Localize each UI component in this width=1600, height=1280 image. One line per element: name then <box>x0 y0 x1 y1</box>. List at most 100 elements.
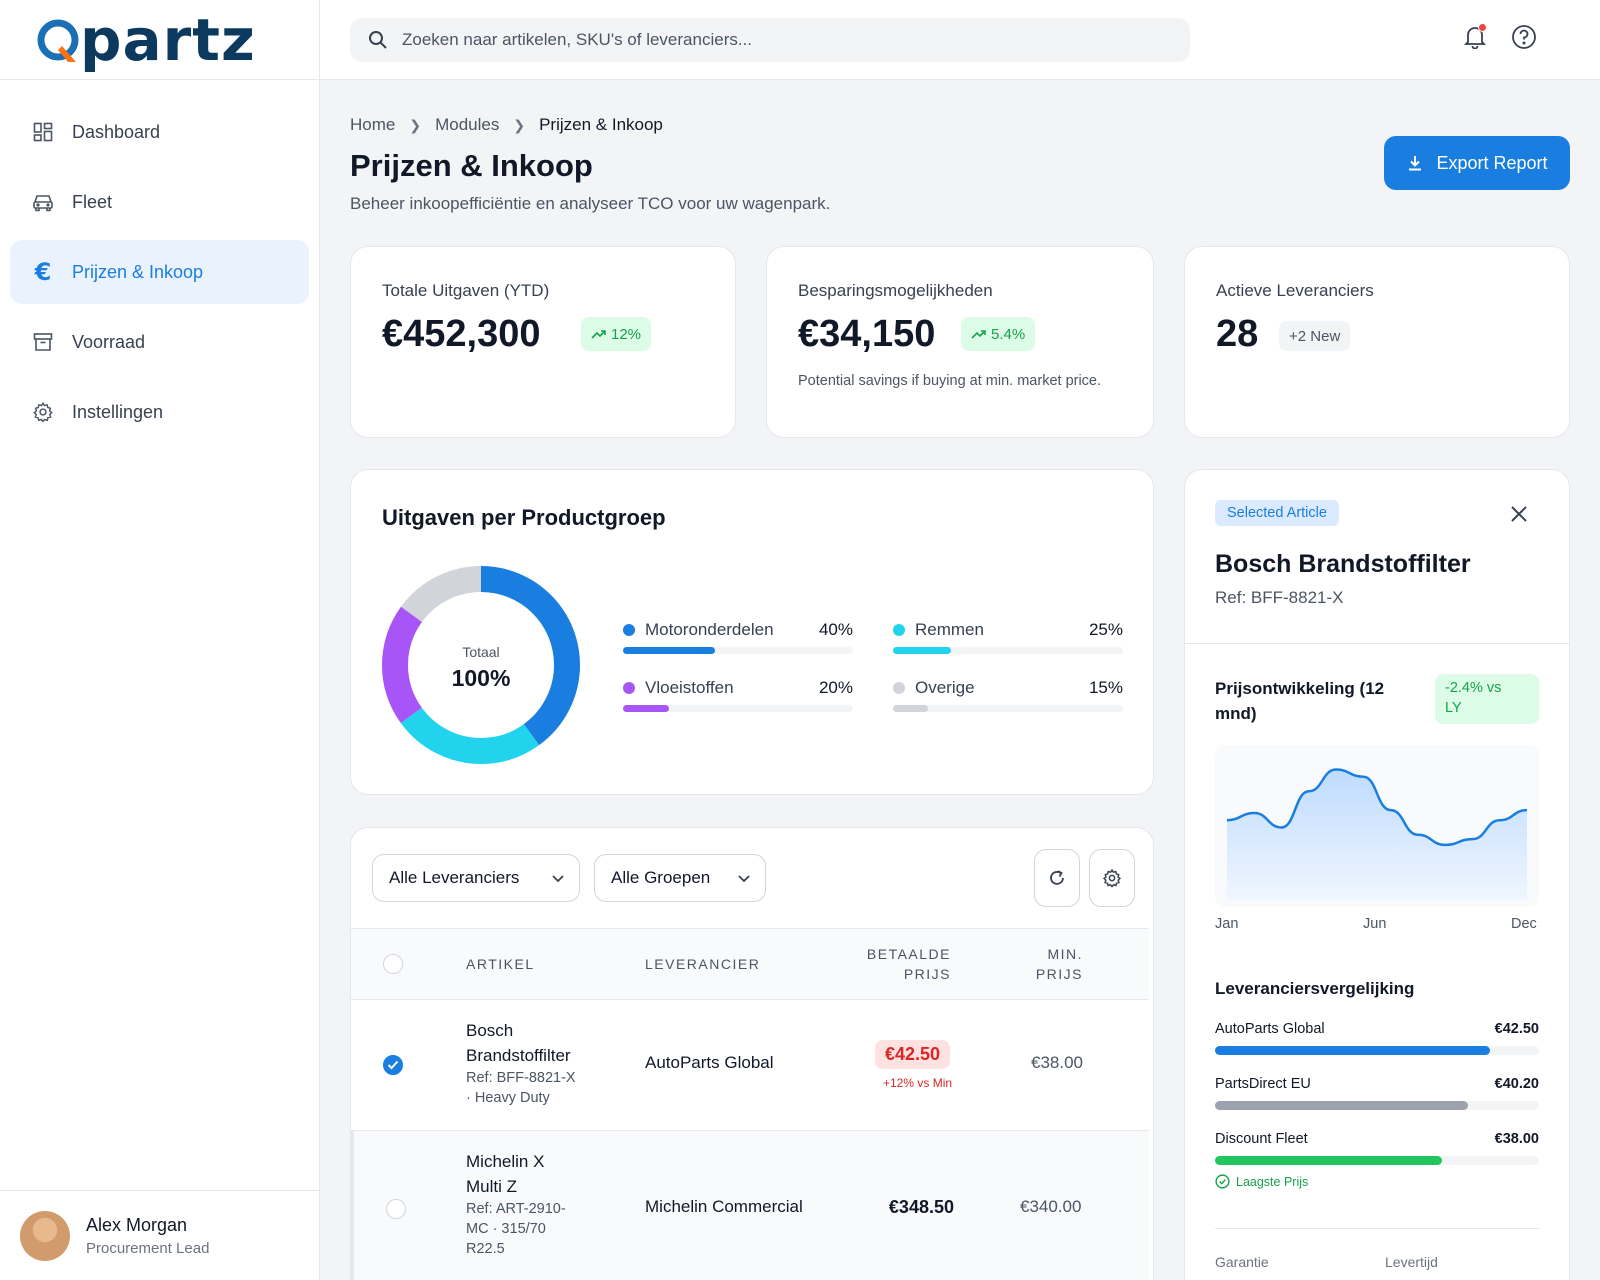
legend-label: Motoronderdelen <box>645 620 774 639</box>
breadcrumb-current: Prijzen & Inkoop <box>539 115 663 134</box>
euro-icon: € <box>34 258 52 286</box>
donut-center-value: 100% <box>452 665 511 691</box>
article-ref: · Heavy Duty <box>466 1090 550 1106</box>
article-ref: Ref: BFF-8821-X <box>466 1070 576 1086</box>
column-header-article[interactable]: ARTIKEL <box>466 956 535 972</box>
header-line: PRIJS <box>1035 966 1083 982</box>
legend-bar-fill <box>623 647 715 654</box>
header-line: MIN. <box>1047 946 1083 962</box>
divider <box>1215 1228 1539 1229</box>
search-icon <box>368 30 388 50</box>
supplier-price: €40.20 <box>1494 1076 1539 1092</box>
supplier-bar-fill <box>1215 1101 1468 1110</box>
search-box[interactable] <box>350 18 1190 62</box>
donut-center-label: Totaal <box>462 644 499 660</box>
article-ref: Ref: BFF-8821-X <box>1215 588 1344 607</box>
archive-icon <box>32 331 54 353</box>
breadcrumb-home[interactable]: Home <box>350 115 396 134</box>
kpi-value: €452,300 <box>382 313 541 355</box>
month-label: Jan <box>1215 916 1239 932</box>
legend-bar-fill <box>623 705 669 712</box>
supplier-bar <box>1215 1046 1539 1055</box>
kpi-value: 28 <box>1216 313 1259 355</box>
row-checkbox[interactable] <box>383 1055 403 1075</box>
table-row[interactable]: Bosch Brandstoffilter Ref: BFF-8821-X · … <box>351 1000 1149 1131</box>
kpi-value: €34,150 <box>798 313 936 355</box>
user-profile[interactable]: Alex Morgan Procurement Lead <box>0 1190 320 1280</box>
donut-slice-overige <box>382 566 580 764</box>
breadcrumb-modules[interactable]: Modules <box>435 115 500 134</box>
article-ref: MC · 315/70 <box>466 1221 546 1237</box>
table-row[interactable]: Michelin X Multi Z Ref: ART-2910- MC · 3… <box>351 1131 1149 1280</box>
supplier-comparison-title: Leveranciersvergelijking <box>1215 979 1415 998</box>
supplier-filter-select[interactable]: Alle Leveranciers <box>372 854 580 902</box>
supplier-compare-row: PartsDirect EU €40.20 <box>1215 1074 1539 1110</box>
column-header-paid-price[interactable]: BETAALDE PRIJS <box>851 944 951 984</box>
warranty-label: Garantie <box>1215 1254 1269 1270</box>
kpi-new-badge: +2 New <box>1279 321 1351 351</box>
notifications-button[interactable] <box>1460 22 1490 52</box>
header-line: PRIJS <box>903 966 951 982</box>
kpi-card-suppliers: Actieve Leveranciers 28 +2 New <box>1184 246 1570 438</box>
article-name: Bosch <box>466 1021 514 1040</box>
column-header-supplier[interactable]: LEVERANCIER <box>645 956 761 972</box>
page-title: Prijzen & Inkoop <box>350 148 593 183</box>
spend-by-group-card: Uitgaven per Productgroep Totaal 100% Mo… <box>350 469 1154 795</box>
article-name: Brandstoffilter <box>466 1046 571 1065</box>
brand-logo[interactable]: partz <box>0 0 319 80</box>
kpi-label: Totale Uitgaven (YTD) <box>382 281 550 300</box>
car-icon <box>32 191 54 213</box>
search-input[interactable] <box>402 30 1162 50</box>
close-panel-button[interactable] <box>1509 504 1531 526</box>
donut-slice-remmen <box>382 566 580 764</box>
divider <box>1185 643 1569 644</box>
sidebar-item-dashboard[interactable]: Dashboard <box>10 100 309 164</box>
kpi-note: Potential savings if buying at min. mark… <box>798 373 1102 389</box>
close-icon <box>1511 506 1527 522</box>
sidebar-item-voorraad[interactable]: Voorraad <box>10 310 309 374</box>
legend-value: 40% <box>818 620 853 639</box>
supplier-cell: Michelin Commercial <box>645 1197 803 1216</box>
price-delta: +12% vs Min <box>883 1076 953 1090</box>
legend-item-motoronderdelen: Motoronderdelen 40% <box>623 618 853 654</box>
trend-line <box>1226 768 1528 847</box>
sidebar-item-fleet[interactable]: Fleet <box>10 170 309 234</box>
brand-name: partz <box>80 5 256 74</box>
refresh-button[interactable] <box>1034 849 1080 907</box>
supplier-price: €38.00 <box>1494 1131 1539 1147</box>
legend-bar <box>893 705 1123 712</box>
article-title: Bosch Brandstoffilter <box>1215 550 1471 578</box>
gear-icon <box>32 401 54 423</box>
articles-table-card: Alle Leveranciers Alle Groepen ARTIKEL L… <box>350 827 1154 1280</box>
column-header-min-price[interactable]: MIN. PRIJS <box>991 944 1083 984</box>
export-report-button[interactable]: Export Report <box>1384 136 1570 190</box>
sidebar-item-instellingen[interactable]: Instellingen <box>10 380 309 444</box>
price-trend-chart <box>1215 745 1539 907</box>
supplier-bar-fill <box>1215 1156 1442 1165</box>
selected-article-tag: Selected Article <box>1215 500 1339 526</box>
table-settings-button[interactable] <box>1089 849 1135 907</box>
price-trend-title: Prijsontwikkeling (12 mnd) <box>1215 676 1384 726</box>
check-circle-icon <box>1215 1174 1230 1189</box>
month-label: Jun <box>1363 916 1387 932</box>
supplier-bar-fill <box>1215 1046 1491 1055</box>
page-subtitle: Beheer inkoopefficiëntie en analyseer TC… <box>350 194 831 213</box>
legend-bar <box>623 647 853 654</box>
sidebar-item-label: Voorraad <box>72 331 146 352</box>
sidebar-item-label: Dashboard <box>72 121 161 142</box>
export-label: Export Report <box>1436 152 1548 173</box>
kpi-card-spend: Totale Uitgaven (YTD) €452,300 12% <box>350 246 736 438</box>
row-checkbox[interactable] <box>386 1199 406 1219</box>
month-label: Dec <box>1511 916 1537 932</box>
chevron-down-icon <box>737 871 751 885</box>
group-filter-select[interactable]: Alle Groepen <box>594 854 766 902</box>
sidebar-item-prijzen-inkoop[interactable]: € Prijzen & Inkoop <box>10 240 309 304</box>
legend-dot <box>623 624 635 636</box>
select-all-checkbox[interactable] <box>383 954 403 974</box>
help-button[interactable] <box>1509 22 1539 52</box>
refresh-icon <box>1048 869 1066 887</box>
article-detail-panel: Selected Article Bosch Brandstoffilter R… <box>1184 469 1570 1280</box>
header-line: BETAALDE <box>866 946 951 962</box>
supplier-compare-row: Discount Fleet €38.00 Laagste Prijs <box>1215 1129 1539 1189</box>
supplier-cell: AutoParts Global <box>645 1053 774 1072</box>
